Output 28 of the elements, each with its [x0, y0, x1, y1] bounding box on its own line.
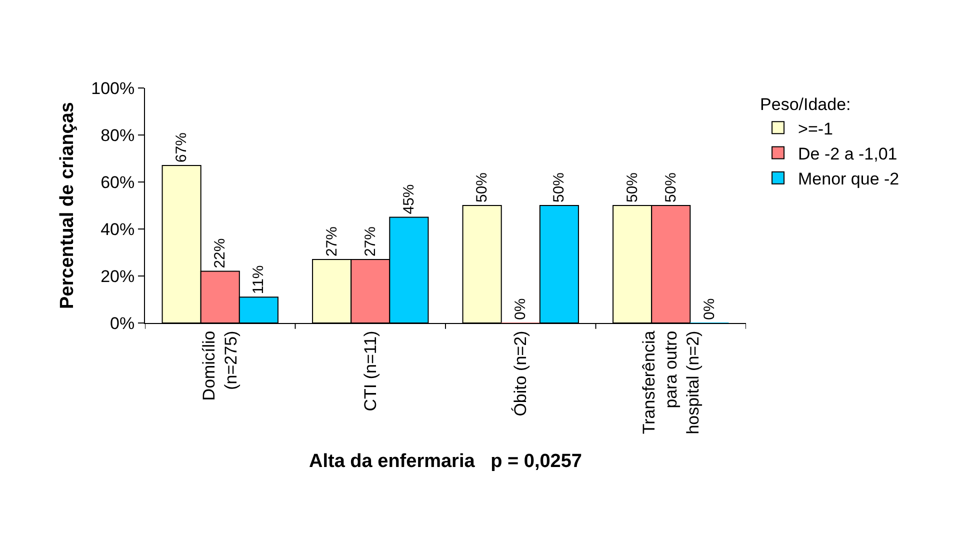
- data-label: 0%: [700, 298, 718, 320]
- x-tick-label: CTI (n=11): [360, 330, 380, 412]
- y-tick-label: 0%: [110, 314, 135, 333]
- data-label: 50%: [624, 172, 641, 202]
- legend-label: Menor que -2: [798, 169, 900, 188]
- data-label: 11%: [250, 265, 268, 294]
- data-label: 67%: [173, 132, 190, 163]
- y-tick-label: 80%: [100, 126, 135, 145]
- data-label: 0%: [512, 298, 530, 320]
- x-tick-label: Óbito (n=2): [511, 330, 530, 416]
- y-tick-label: 60%: [100, 172, 135, 192]
- y-axis-title: Percentual de crianças: [56, 102, 78, 309]
- data-label: 22%: [212, 238, 229, 268]
- x-axis-title: Alta da enfermaria p = 0,0257: [309, 451, 582, 472]
- data-label: 45%: [400, 184, 418, 214]
- legend-label: De -2 a -1,01: [798, 144, 898, 164]
- data-label: 50%: [550, 172, 568, 202]
- y-tick-label: 20%: [100, 266, 135, 286]
- x-tick-label: Transferência para outro hospital (n=2): [639, 330, 703, 434]
- legend-title: Peso/Idade:: [760, 95, 851, 114]
- data-label: 50%: [474, 172, 491, 202]
- data-label: 50%: [662, 172, 680, 202]
- y-tick-label: 40%: [100, 220, 135, 239]
- x-tick-label: Domicílio (n=275): [200, 330, 241, 401]
- y-tick-label: 100%: [91, 78, 135, 98]
- data-label: 27%: [323, 226, 340, 257]
- legend-label: >=-1: [798, 119, 834, 138]
- data-label: 27%: [362, 226, 379, 257]
